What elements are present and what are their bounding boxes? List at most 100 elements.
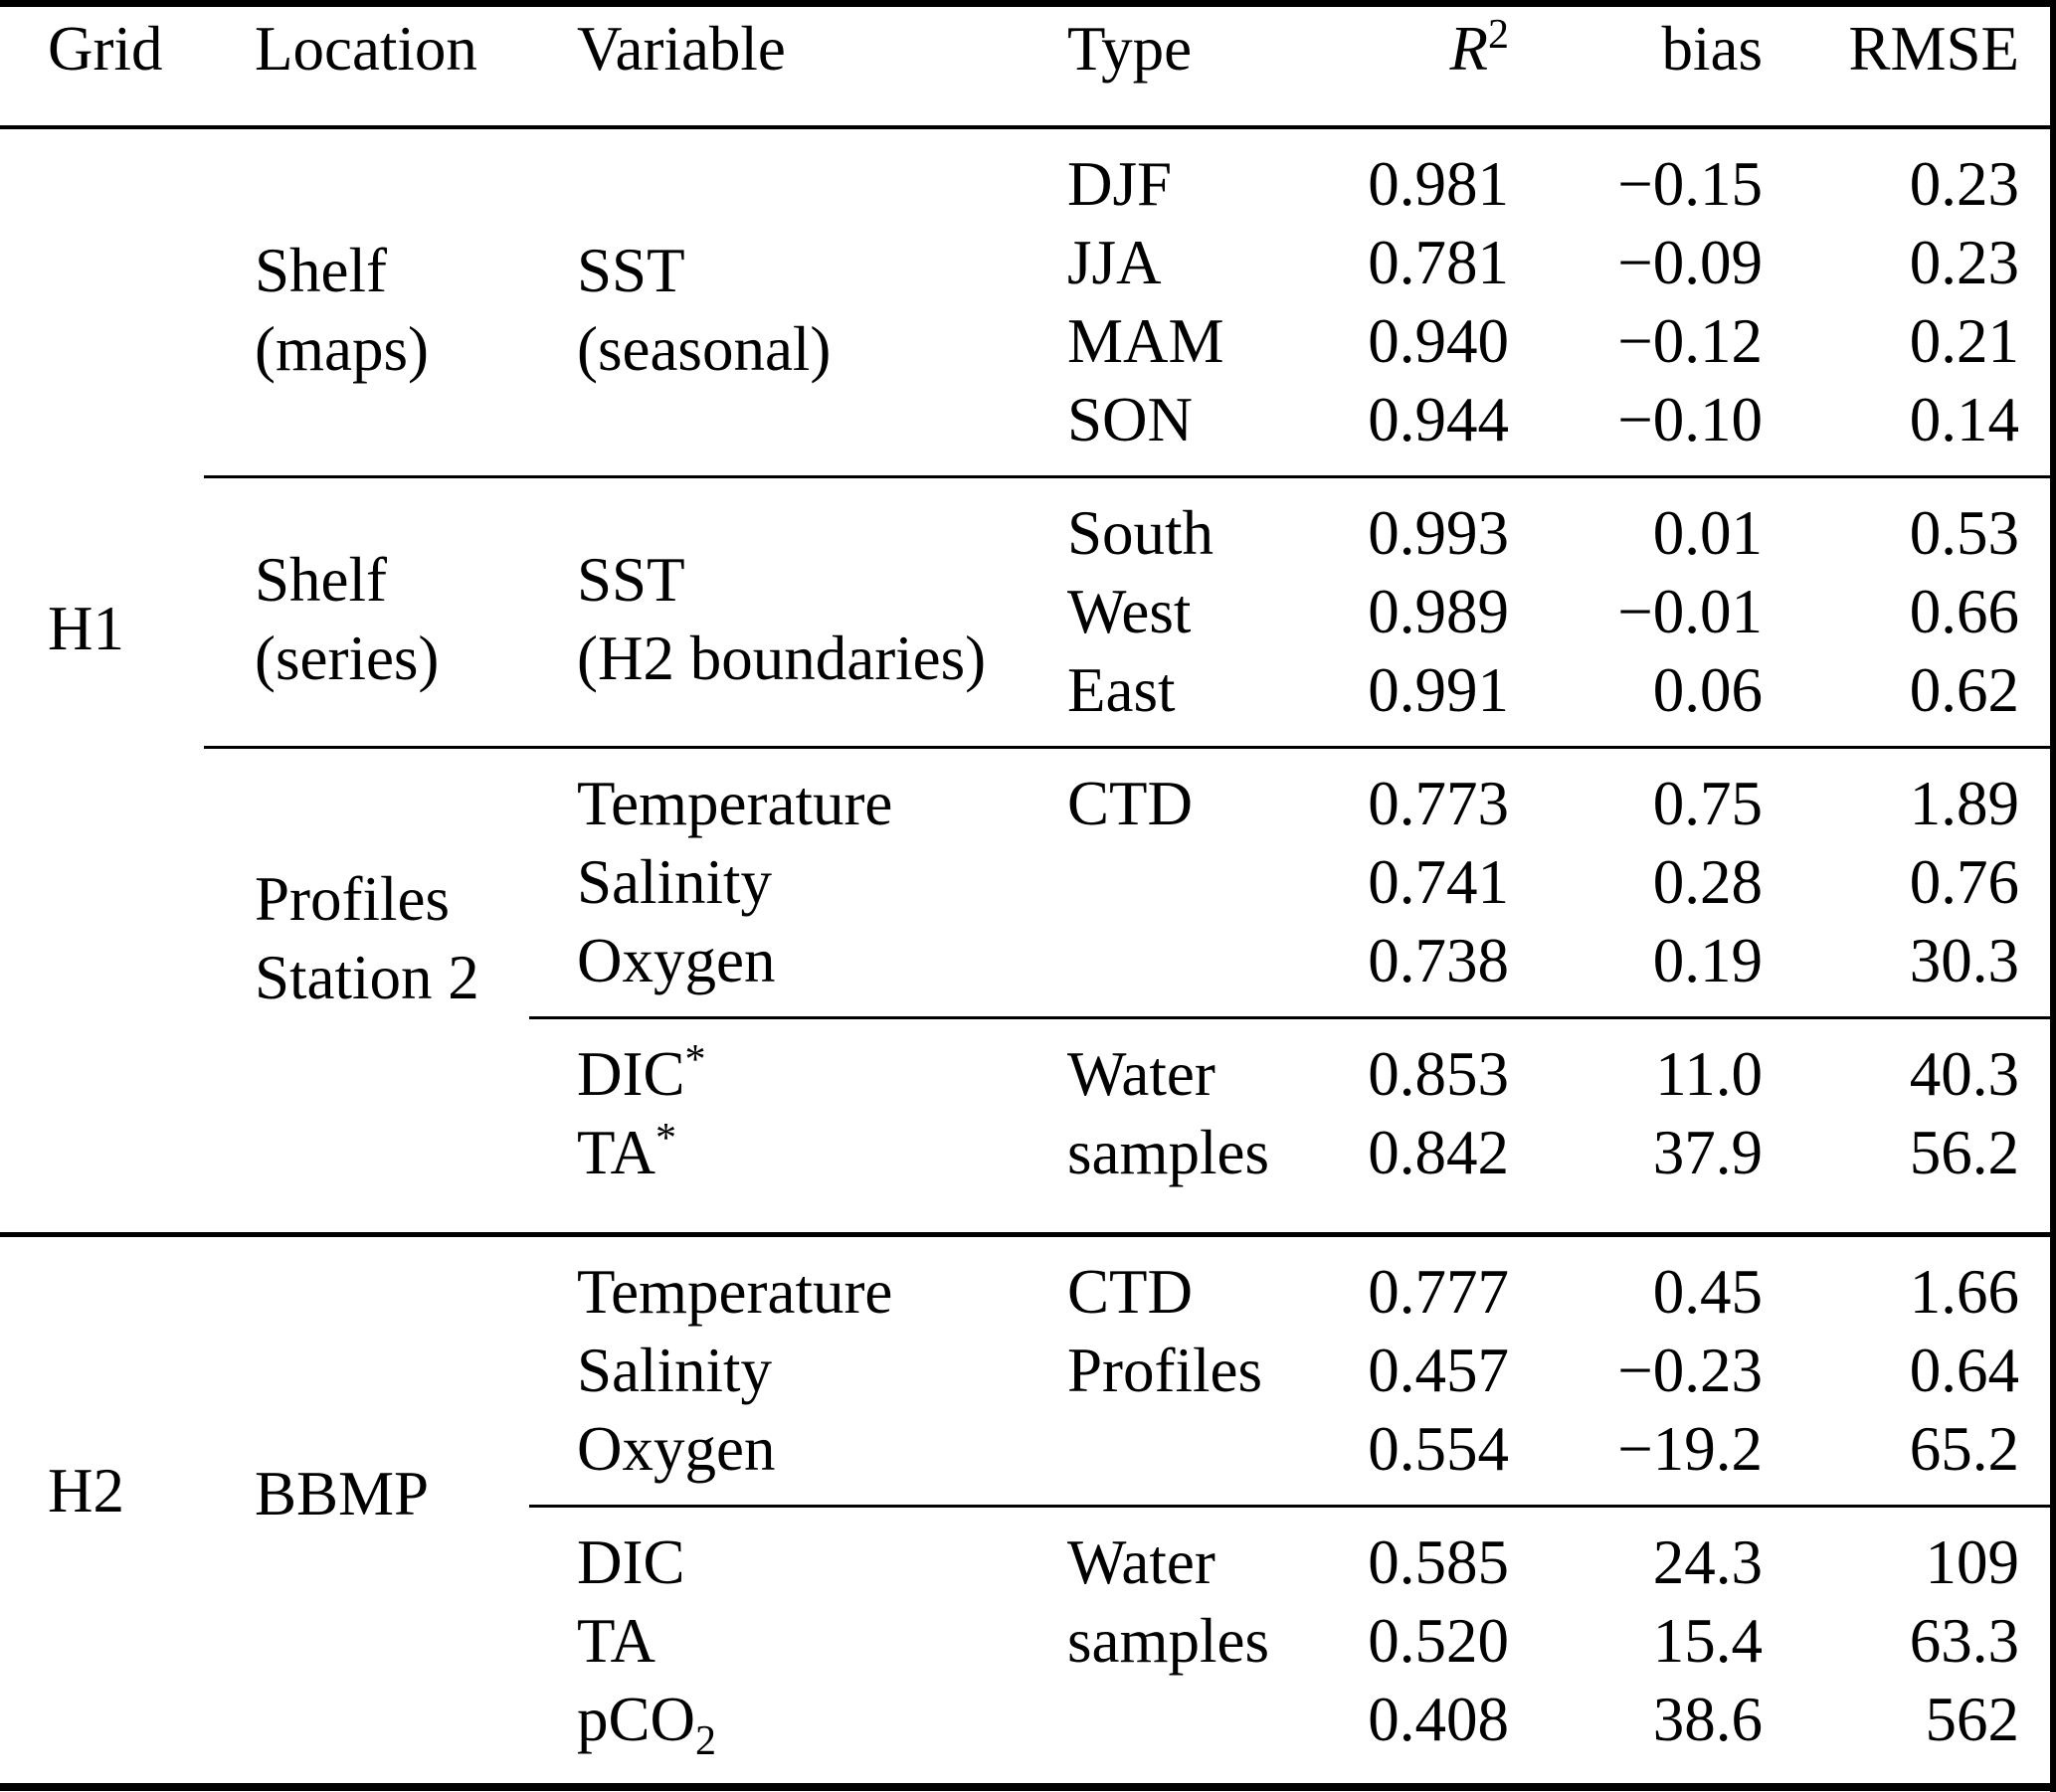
header-row: Grid Location Variable Type R2 bias RMSE <box>0 3 2056 129</box>
cell-bias: 38.6 <box>1652 1684 1763 1754</box>
grid-label-h2: H2 <box>48 1455 124 1525</box>
cell-variable: Salinity <box>577 846 773 917</box>
cell-type: CTD <box>1067 1256 1193 1327</box>
cell-bias: 0.75 <box>1652 768 1763 838</box>
cell-rmse: 1.89 <box>1909 768 2019 838</box>
cell-r2: 0.940 <box>1368 305 1509 376</box>
cell-bias: −0.10 <box>1509 380 1763 478</box>
table-row: Oxygen 0.738 0.19 30.3 <box>0 921 2056 1019</box>
cell-rmse: 1.66 <box>1909 1256 2019 1327</box>
cell-r2: 0.738 <box>1276 921 1509 1019</box>
table-row: Salinity 0.741 0.28 0.76 <box>0 843 2056 922</box>
page-right-edge-line <box>2050 0 2056 1792</box>
variable-line: SST <box>577 235 685 305</box>
location-shelf-series: Shelf (series) <box>204 476 529 749</box>
cell-bias: 0.19 <box>1509 921 1763 1019</box>
cell-bias: 0.06 <box>1509 650 1763 749</box>
cell-rmse: 0.21 <box>1909 305 2019 376</box>
header-location: Location <box>204 3 529 129</box>
cell-type: Profiles <box>1067 1335 1262 1405</box>
cell-type: CTD <box>1067 768 1193 838</box>
cell-type: MAM <box>1067 305 1224 376</box>
cell-bias: −0.01 <box>1617 576 1763 646</box>
cell-type <box>1015 1681 1276 1787</box>
cell-type: South <box>1067 497 1215 568</box>
cell-rmse: 0.23 <box>1909 148 2019 219</box>
cell-rmse: 0.66 <box>1909 576 2019 646</box>
table-row: DIC* Water 0.853 11.0 40.3 <box>0 1017 2056 1114</box>
location-line: (series) <box>255 624 440 693</box>
table-row: Salinity Profiles 0.457 −0.23 0.64 <box>0 1332 2056 1410</box>
cell-rmse: 0.76 <box>1909 846 2019 917</box>
table-row: Shelf (series) SST (H2 boundaries) South… <box>0 476 2056 749</box>
variable-asterisk: * <box>654 1115 676 1162</box>
cell-type: SON <box>1015 380 1276 478</box>
cell-bias: 24.3 <box>1652 1526 1763 1597</box>
cell-type: West <box>1067 576 1192 646</box>
cell-type: JJA <box>1067 227 1162 297</box>
cell-variable: TA <box>577 1605 655 1676</box>
cell-variable: pCO2 <box>529 1681 1015 1787</box>
cell-bias: −0.23 <box>1617 1335 1763 1405</box>
variable-base: DIC <box>577 1038 685 1109</box>
variable-sst-h2: SST (H2 boundaries) <box>529 476 1015 749</box>
cell-bias: 15.4 <box>1652 1605 1763 1676</box>
cell-rmse: 562 <box>1925 1684 2020 1754</box>
table-row: TA samples 0.520 15.4 63.3 <box>0 1602 2056 1681</box>
table-row: pCO2 0.408 38.6 562 <box>0 1681 2056 1787</box>
location-line: Shelf <box>255 545 387 615</box>
table-row: H1 Shelf (maps) SST (seasonal) DJF 0.981… <box>0 126 2056 1237</box>
location-shelf-maps: Shelf (maps) <box>204 126 529 478</box>
table-row: H2 BBMP Temperature CTD 0.777 0.45 1.66 <box>0 1234 2056 1528</box>
cell-r2: 0.853 <box>1368 1038 1509 1109</box>
grid-label-h1: H1 <box>0 126 204 1237</box>
table-row: Profiles Station 2 Temperature CTD 0.773… <box>0 747 2056 1237</box>
cell-variable: DIC <box>577 1526 685 1597</box>
header-r2: R2 <box>1276 3 1509 129</box>
cell-rmse: 40.3 <box>1909 1038 2019 1109</box>
table-row: DIC Water 0.585 24.3 109 <box>0 1506 2056 1602</box>
cell-type: DJF <box>1067 148 1173 219</box>
cell-r2: 0.981 <box>1368 148 1509 219</box>
cell-type: Water <box>1067 1038 1215 1109</box>
cell-bias: −19.2 <box>1509 1409 1763 1508</box>
cell-type <box>1015 921 1276 1019</box>
location-line: (maps) <box>255 313 429 384</box>
cell-rmse: 0.62 <box>1763 650 2056 749</box>
header-bias: bias <box>1509 3 1763 129</box>
r2-exponent: 2 <box>1488 11 1509 58</box>
header-rmse: RMSE <box>1763 3 2056 129</box>
table-row: SON 0.944 −0.10 0.14 <box>0 380 2056 478</box>
cell-type: samples <box>1067 1605 1269 1676</box>
cell-bias: 11.0 <box>1655 1038 1763 1109</box>
cell-rmse: 0.14 <box>1763 380 2056 478</box>
cell-bias: −0.15 <box>1617 148 1763 219</box>
variable-base: TA <box>577 1117 655 1187</box>
cell-type <box>1015 1409 1276 1508</box>
cell-variable: Temperature <box>577 1256 893 1327</box>
cell-rmse: 63.3 <box>1909 1605 2019 1676</box>
header-variable: Variable <box>529 3 1015 129</box>
cell-r2: 0.991 <box>1276 650 1509 749</box>
location-line: Station 2 <box>255 942 479 1012</box>
cell-r2: 0.773 <box>1368 768 1509 838</box>
cell-r2: 0.993 <box>1368 497 1509 568</box>
header-type: Type <box>1015 3 1276 129</box>
cell-type: East <box>1015 650 1276 749</box>
cell-r2: 0.944 <box>1276 380 1509 478</box>
cell-r2: 0.842 <box>1276 1113 1509 1237</box>
cell-rmse: 30.3 <box>1763 921 2056 1019</box>
cell-type: Water <box>1067 1526 1215 1597</box>
cell-bias: −0.12 <box>1617 305 1763 376</box>
location-line: Shelf <box>255 235 387 305</box>
cell-variable: Temperature <box>577 768 893 838</box>
cell-variable: DIC* <box>529 1017 1015 1114</box>
location-line: Profiles <box>255 863 450 934</box>
cell-bias: 0.01 <box>1652 497 1763 568</box>
header-grid: Grid <box>0 3 204 129</box>
r2-symbol: R <box>1449 13 1488 84</box>
cell-bias: 0.28 <box>1652 846 1763 917</box>
table-row: East 0.991 0.06 0.62 <box>0 650 2056 749</box>
variable-line: SST <box>577 545 685 615</box>
